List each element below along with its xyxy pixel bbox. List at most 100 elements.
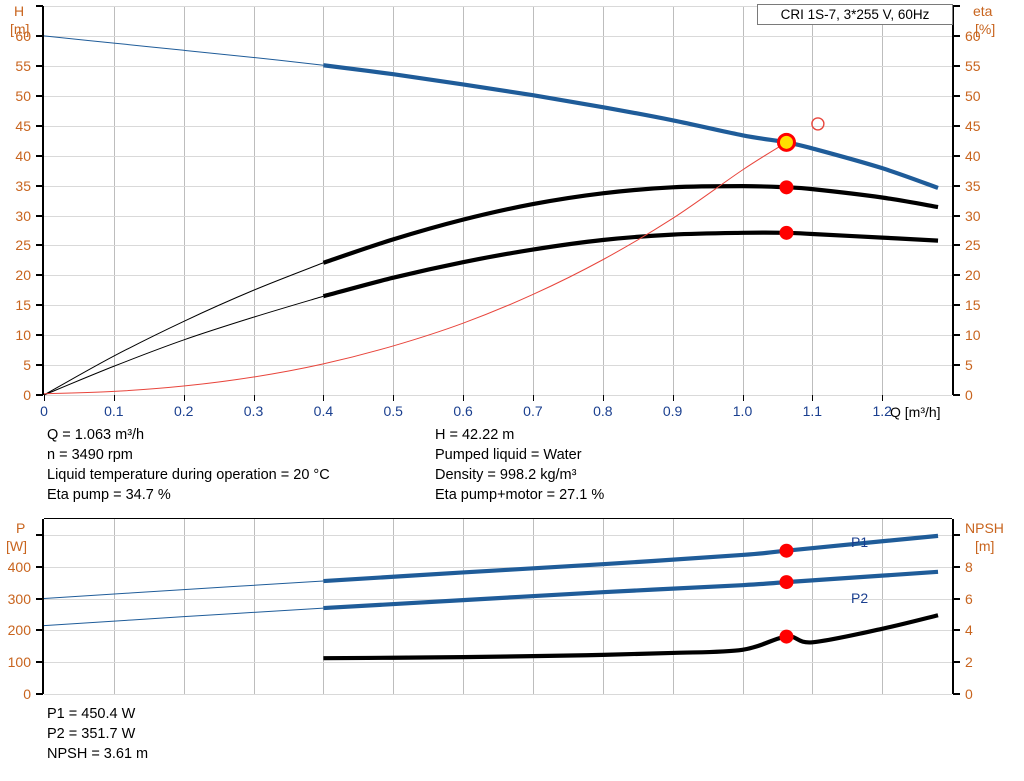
bottom-chart-gridline-v bbox=[463, 519, 465, 694]
top-chart-tick-left bbox=[36, 5, 43, 7]
npsh-duty-point bbox=[779, 629, 794, 644]
top-chart-tick-right bbox=[953, 64, 960, 67]
operating-data-line: Q = 1.063 m³/h bbox=[47, 427, 145, 443]
top-chart-ytick-label-left: 0 bbox=[23, 387, 31, 403]
top-chart-tick-left bbox=[36, 244, 43, 247]
bottom-chart-ytick-label-left: 100 bbox=[7, 654, 31, 671]
top-chart-tick-bottom bbox=[532, 395, 534, 401]
bottom-chart-ytick-label-right: 0 bbox=[965, 686, 973, 702]
bottom-right-axis-name: NPSH bbox=[965, 520, 1004, 536]
bottom-chart-ytick-label-left: 400 bbox=[7, 558, 31, 575]
top-chart-xtick-label: 0 bbox=[40, 403, 48, 419]
top-chart-tick-right bbox=[953, 184, 960, 187]
top-chart-tick-bottom bbox=[323, 395, 325, 401]
bottom-chart-tick-right bbox=[953, 533, 960, 536]
top-chart-xtick-label: 0.1 bbox=[104, 403, 124, 419]
bottom-chart-tick-left bbox=[36, 661, 43, 664]
bottom-chart-ytick-label-right: 4 bbox=[965, 622, 973, 639]
top-chart-ytick-label-right: 0 bbox=[965, 387, 973, 403]
bottom-chart-axis-top bbox=[44, 518, 952, 519]
bottom-chart-gridline-h bbox=[44, 662, 952, 664]
top-chart-tick-left bbox=[36, 334, 43, 337]
top-chart-gridline-v bbox=[183, 6, 185, 395]
p2-duty-point bbox=[779, 575, 794, 590]
bottom-left-axis-unit: [W] bbox=[6, 538, 27, 554]
power-data-line: P2 = 351.7 W bbox=[47, 726, 136, 742]
top-chart-gridline-v bbox=[672, 6, 674, 395]
bottom-chart-gridline-v bbox=[183, 519, 185, 694]
top-chart-gridline-v bbox=[532, 6, 534, 395]
curve-bold-p2 bbox=[323, 569, 939, 611]
top-chart-tick-left bbox=[36, 214, 43, 217]
top-chart-tick-bottom bbox=[44, 395, 45, 401]
top-chart-gridline-h bbox=[44, 95, 952, 97]
top-chart-ytick-label-right: 30 bbox=[965, 207, 981, 224]
top-chart-xtick-label: 1.2 bbox=[872, 403, 892, 419]
eta-pump-motor-duty-point bbox=[779, 225, 794, 240]
curve-thin-eta-pump-motor bbox=[43, 295, 324, 396]
top-chart-ytick-label-left: 5 bbox=[23, 357, 31, 374]
operating-data-line: Liquid temperature during operation = 20… bbox=[47, 467, 330, 483]
top-right-axis-name: eta bbox=[973, 3, 993, 19]
top-chart-gridline-v bbox=[602, 6, 604, 395]
bottom-chart-tick-right bbox=[953, 693, 960, 695]
operating-data-line: n = 3490 rpm bbox=[47, 447, 133, 463]
bottom-chart-tick-right bbox=[953, 565, 960, 568]
bottom-chart-gridline-h bbox=[44, 534, 952, 536]
bottom-chart-gridline-h bbox=[44, 630, 952, 632]
bottom-chart-gridline-v bbox=[532, 519, 534, 694]
bottom-chart-ytick-label-right: 2 bbox=[965, 654, 973, 671]
operating-data-line: Eta pump+motor = 27.1 % bbox=[435, 487, 605, 503]
top-chart-gridline-v bbox=[812, 6, 814, 395]
top-chart-xtick-label: 1.0 bbox=[732, 403, 753, 419]
bottom-chart-tick-right bbox=[953, 661, 960, 664]
top-chart-tick-bottom bbox=[602, 395, 604, 401]
top-chart-tick-right bbox=[953, 364, 960, 367]
top-chart-tick-left bbox=[36, 94, 43, 97]
top-chart-tick-left bbox=[36, 274, 43, 277]
bottom-chart-gridline-v bbox=[253, 519, 255, 694]
top-chart-gridline-h bbox=[44, 275, 952, 277]
top-chart-xtick-label: 0.9 bbox=[662, 403, 683, 419]
top-chart-axis-left bbox=[42, 6, 44, 395]
legend-p1: P1 bbox=[851, 534, 869, 550]
power-data-line: NPSH = 3.61 m bbox=[47, 746, 149, 762]
curve-bold-npsh bbox=[323, 613, 939, 661]
top-chart-tick-bottom bbox=[183, 395, 185, 401]
top-chart-tick-right bbox=[953, 5, 960, 7]
bottom-chart-gridline-v bbox=[113, 519, 115, 694]
bottom-chart-gridline-v bbox=[812, 519, 814, 694]
top-chart-ytick-label-left: 35 bbox=[15, 177, 31, 194]
top-left-axis-name: H bbox=[14, 3, 25, 19]
operating-data-line: Eta pump = 34.7 % bbox=[47, 487, 171, 503]
top-chart-gridline-v bbox=[323, 6, 325, 395]
top-chart-tick-left bbox=[36, 394, 43, 396]
top-chart-gridline-v bbox=[882, 6, 884, 395]
legend-p2: P2 bbox=[851, 590, 869, 606]
bottom-chart-gridline-h bbox=[44, 694, 952, 695]
top-chart-xtick-label: 0.2 bbox=[173, 403, 194, 419]
top-chart-tick-left bbox=[36, 34, 43, 37]
top-chart-gridline-h bbox=[44, 35, 952, 37]
operating-data-line: Pumped liquid = Water bbox=[435, 447, 582, 463]
curve-thin-p2 bbox=[43, 607, 324, 627]
bottom-chart-ytick-label-left: 200 bbox=[7, 622, 31, 639]
bottom-chart-tick-left bbox=[36, 565, 43, 568]
bottom-chart-ytick-label-left: 300 bbox=[7, 590, 31, 607]
top-chart-gridline-h bbox=[44, 215, 952, 217]
head-efficiency-chart bbox=[42, 6, 954, 396]
top-chart-tick-bottom bbox=[393, 395, 395, 401]
bottom-chart-gridline-v bbox=[602, 519, 604, 694]
top-chart-ytick-label-left: 55 bbox=[15, 57, 31, 74]
top-chart-xtick-label: 1.1 bbox=[802, 403, 823, 419]
top-chart-tick-bottom bbox=[882, 395, 884, 401]
bottom-chart-tick-left bbox=[36, 629, 43, 632]
top-chart-gridline-h bbox=[44, 185, 952, 187]
curve-thin-h-head- bbox=[43, 35, 324, 66]
bottom-chart-curves bbox=[43, 533, 939, 661]
top-chart-ytick-label-left: 30 bbox=[15, 207, 31, 224]
top-chart-ytick-label-left: 50 bbox=[15, 87, 31, 104]
top-chart-tick-bottom bbox=[113, 395, 115, 401]
top-chart-tick-right bbox=[953, 214, 960, 217]
